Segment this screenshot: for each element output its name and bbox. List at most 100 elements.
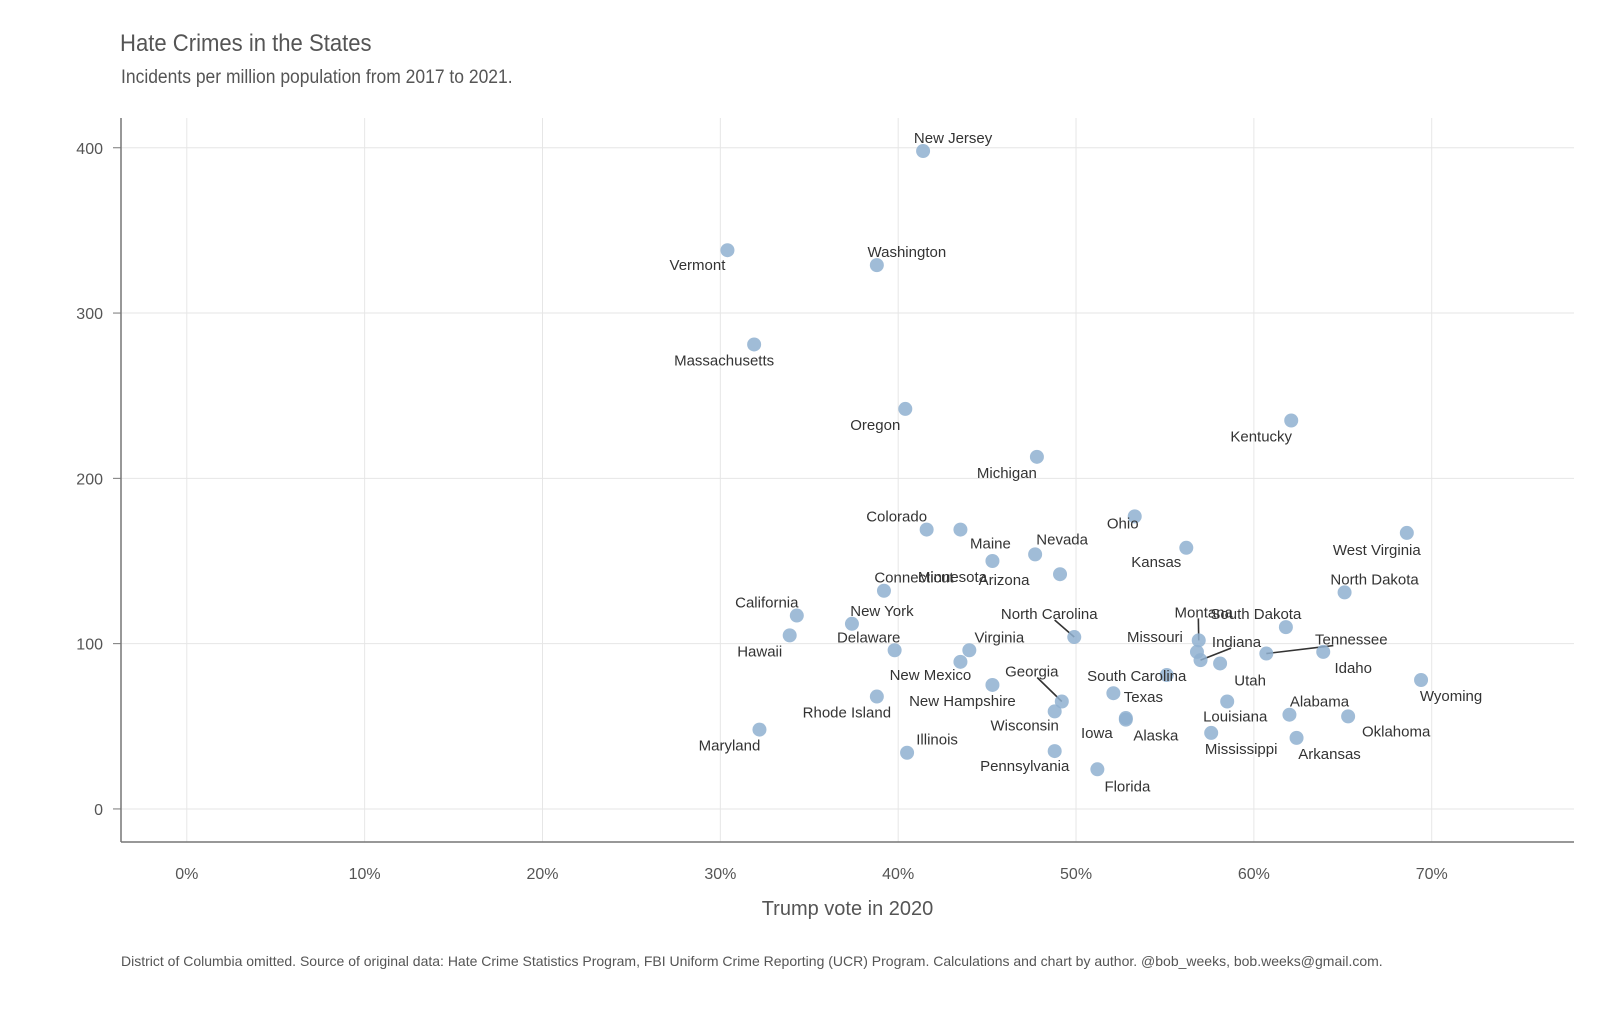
data-point bbox=[1053, 567, 1068, 582]
data-point bbox=[1220, 694, 1235, 709]
data-point bbox=[1127, 509, 1142, 524]
data-point bbox=[1106, 686, 1121, 701]
point-label: California bbox=[735, 595, 799, 612]
y-tick-label: 0 bbox=[94, 802, 103, 819]
point-label: Montana bbox=[1175, 604, 1234, 621]
data-point bbox=[1047, 744, 1062, 759]
point-label: Virginia bbox=[974, 629, 1024, 646]
point-label: South Carolina bbox=[1087, 668, 1187, 685]
data-point bbox=[1067, 630, 1082, 645]
point-label: Arizona bbox=[979, 572, 1031, 589]
point-label: Hawaii bbox=[737, 643, 782, 660]
point-label: North Dakota bbox=[1330, 571, 1419, 588]
data-point bbox=[1204, 725, 1219, 740]
grid-lines bbox=[121, 118, 1574, 842]
point-label: New Mexico bbox=[890, 667, 972, 684]
data-point bbox=[844, 616, 859, 631]
data-point bbox=[1028, 547, 1043, 562]
point-label: Georgia bbox=[1005, 663, 1059, 680]
point-label: Wyoming bbox=[1420, 688, 1482, 705]
point-label: Maine bbox=[970, 536, 1011, 553]
data-point bbox=[1159, 668, 1174, 683]
point-label: Colorado bbox=[866, 509, 927, 526]
point-label: Louisiana bbox=[1203, 708, 1268, 725]
data-point bbox=[985, 553, 1000, 568]
point-label: Indiana bbox=[1212, 634, 1262, 651]
point-label: Oregon bbox=[850, 417, 900, 434]
point-label: New Jersey bbox=[914, 130, 993, 147]
data-point bbox=[1259, 646, 1274, 661]
data-points bbox=[720, 144, 1429, 777]
x-tick-label: 60% bbox=[1238, 866, 1270, 883]
point-label: Delaware bbox=[837, 629, 900, 646]
data-point bbox=[1341, 709, 1356, 724]
point-label: Michigan bbox=[977, 465, 1037, 482]
data-point bbox=[1414, 673, 1429, 688]
point-label: Nevada bbox=[1036, 531, 1088, 548]
data-point bbox=[1289, 730, 1304, 745]
point-label: Maryland bbox=[699, 738, 761, 755]
data-point bbox=[1316, 644, 1331, 659]
x-tick-label: 10% bbox=[349, 866, 381, 883]
point-label: Connecticut bbox=[874, 570, 954, 587]
data-point bbox=[1282, 707, 1297, 722]
x-tick-label: 70% bbox=[1416, 866, 1448, 883]
point-label: Iowa bbox=[1081, 725, 1113, 742]
data-point bbox=[1090, 762, 1105, 777]
data-point bbox=[898, 401, 913, 416]
data-point bbox=[869, 689, 884, 704]
point-label: West Virginia bbox=[1333, 542, 1421, 559]
data-point bbox=[1278, 620, 1293, 635]
data-point bbox=[1047, 704, 1062, 719]
y-tick-label: 200 bbox=[76, 471, 103, 488]
data-point bbox=[876, 583, 891, 598]
point-label: Alaska bbox=[1133, 728, 1179, 745]
data-point bbox=[953, 522, 968, 537]
data-point bbox=[962, 643, 977, 658]
data-point bbox=[1399, 525, 1414, 540]
data-point bbox=[782, 628, 797, 643]
data-point bbox=[1179, 540, 1194, 555]
chart-subtitle: Incidents per million population from 20… bbox=[121, 67, 513, 88]
data-point bbox=[720, 243, 735, 258]
data-point bbox=[1284, 413, 1299, 428]
data-point bbox=[1118, 712, 1133, 727]
data-point bbox=[752, 722, 767, 737]
point-label: Vermont bbox=[670, 257, 727, 274]
axes bbox=[113, 118, 1574, 843]
point-label: Massachusetts bbox=[674, 352, 774, 369]
point-label: Wisconsin bbox=[991, 717, 1059, 734]
point-label: Alabama bbox=[1290, 694, 1350, 711]
chart-title: Hate Crimes in the States bbox=[120, 30, 372, 57]
y-tick-label: 400 bbox=[76, 141, 103, 158]
point-label: Missouri bbox=[1127, 629, 1183, 646]
data-point bbox=[985, 677, 1000, 692]
point-label: Washington bbox=[868, 244, 947, 261]
point-label: Kentucky bbox=[1230, 428, 1292, 445]
x-tick-label: 20% bbox=[526, 866, 558, 883]
point-label: Rhode Island bbox=[803, 705, 891, 722]
data-point bbox=[916, 144, 931, 159]
data-point bbox=[1191, 633, 1206, 648]
point-label: New Hampshire bbox=[909, 693, 1016, 710]
y-tick-label: 300 bbox=[76, 306, 103, 323]
tick-labels: 0% 10% 20% 30% 40% 50% 60% 70% 0 100 200 300 400 bbox=[76, 141, 1447, 883]
point-label: Illinois bbox=[916, 732, 958, 749]
x-tick-label: 50% bbox=[1060, 866, 1092, 883]
point-label: New York bbox=[850, 603, 914, 620]
point-label: North Carolina bbox=[1001, 606, 1098, 623]
data-point bbox=[1029, 449, 1044, 464]
data-point bbox=[1337, 585, 1352, 600]
point-label: Mississippi bbox=[1205, 741, 1278, 758]
data-point bbox=[789, 608, 804, 623]
data-point bbox=[747, 337, 762, 352]
x-tick-label: 30% bbox=[704, 866, 736, 883]
point-label: Utah bbox=[1234, 672, 1266, 689]
point-label: Oklahoma bbox=[1362, 723, 1431, 740]
data-point bbox=[953, 654, 968, 669]
point-label: South Dakota bbox=[1210, 606, 1302, 623]
x-tick-label: 40% bbox=[882, 866, 914, 883]
point-label: Ohio bbox=[1107, 515, 1139, 532]
point-label: Texas bbox=[1124, 689, 1163, 706]
